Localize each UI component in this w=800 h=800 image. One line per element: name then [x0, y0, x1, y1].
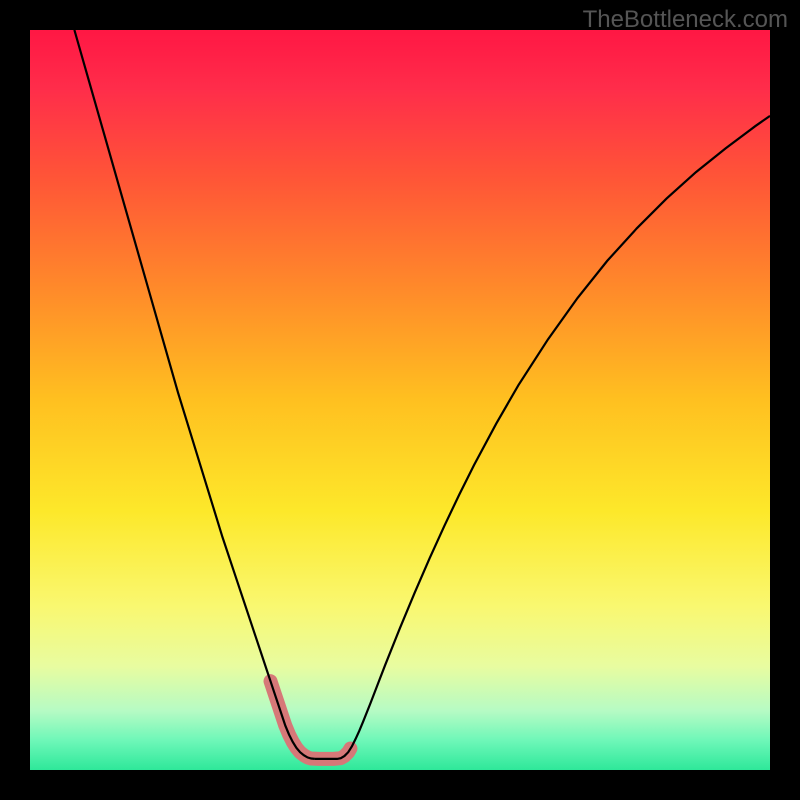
- curve-left: [74, 30, 315, 759]
- plot-area: [30, 30, 770, 770]
- curve-layer: [30, 30, 770, 770]
- curve-right: [315, 116, 770, 759]
- watermark-text: TheBottleneck.com: [583, 6, 788, 34]
